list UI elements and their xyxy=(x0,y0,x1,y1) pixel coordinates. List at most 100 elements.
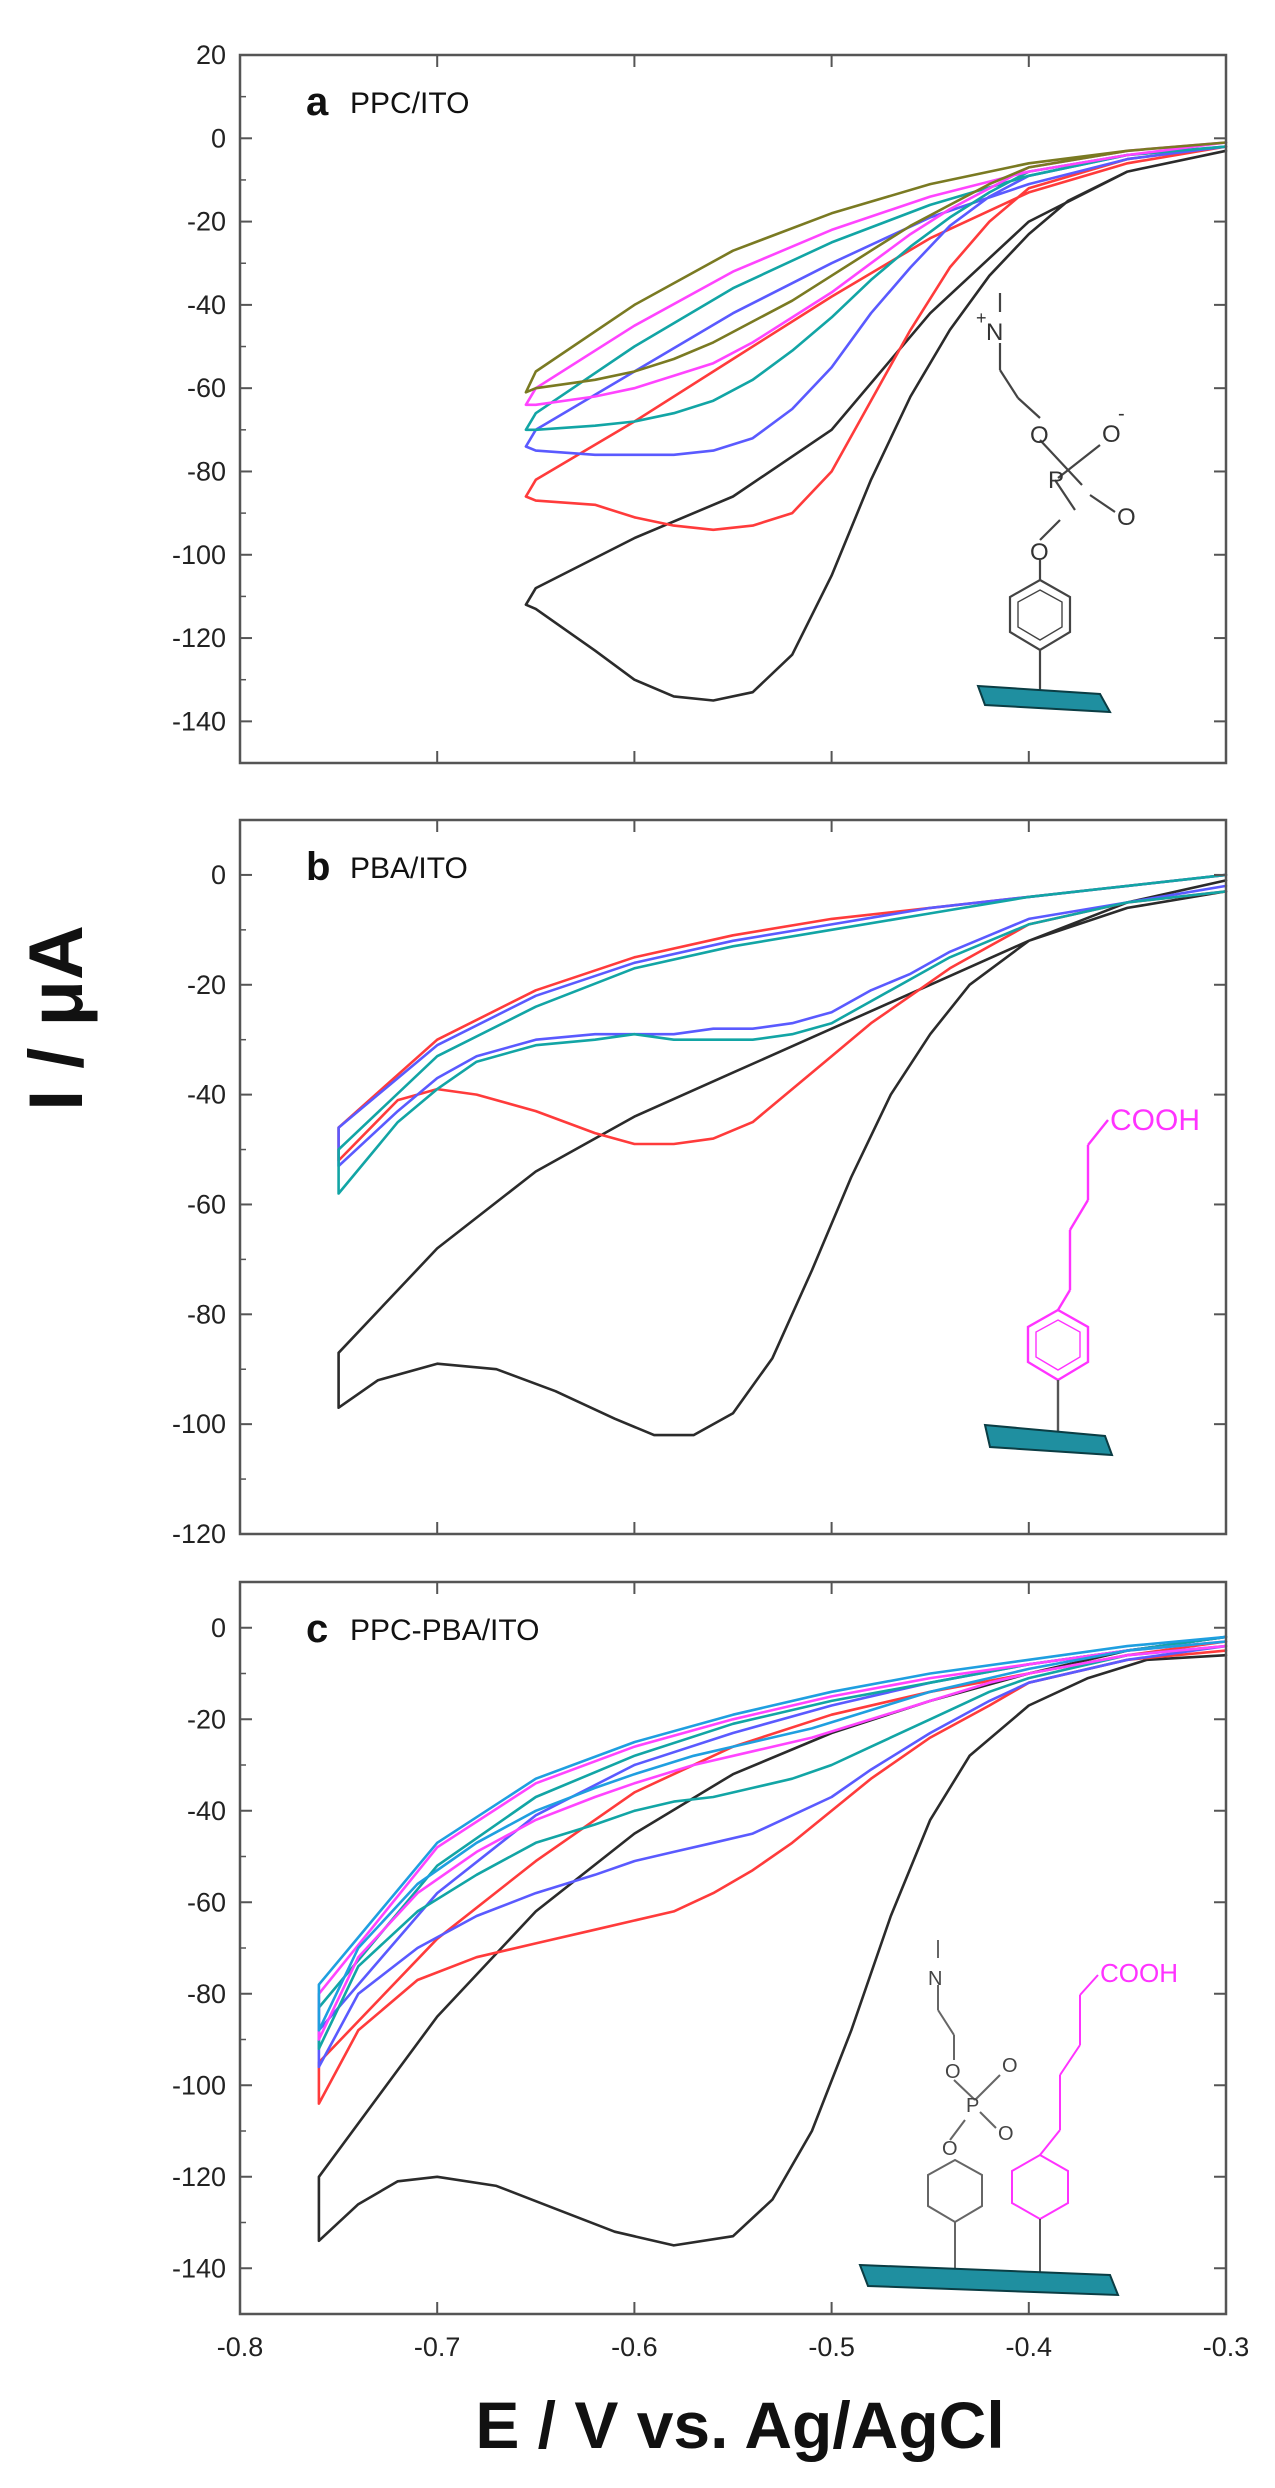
benzene-ring-inner xyxy=(1017,589,1063,641)
plot-frame xyxy=(238,818,1228,1536)
cv-curve-5 xyxy=(524,141,1228,407)
y-tick-label: -60 xyxy=(187,373,226,403)
cv-curve-1 xyxy=(317,1635,1228,2247)
ppc-o-atom: O xyxy=(945,2061,961,2083)
bond xyxy=(974,2074,1001,2101)
y-axis-label: I / μA xyxy=(14,925,99,1111)
ppc-o-atom: O xyxy=(998,2123,1014,2145)
panel-b: 0 -20 -40 -60 -80 -100 -120 b PBA/ITO xyxy=(172,818,1228,1549)
ppc-o-atom: O xyxy=(1030,539,1049,566)
ppc-p-atom: P xyxy=(966,2095,979,2117)
x-tick-label: -0.8 xyxy=(217,2332,264,2362)
x-tick-label: -0.7 xyxy=(414,2332,461,2362)
bond xyxy=(953,2079,976,2101)
chain-bond xyxy=(1056,1289,1072,1311)
ppc-o-atom: O xyxy=(1002,2055,1018,2077)
panel-letter: b xyxy=(306,845,330,889)
panel-letter: a xyxy=(306,80,329,124)
cv-curve-6 xyxy=(524,141,1228,394)
ppc-o-atom: O xyxy=(1117,504,1136,531)
y-tick-label: -140 xyxy=(172,2253,226,2283)
ppc-o-atom: O xyxy=(942,2138,958,2160)
bond xyxy=(1057,444,1101,479)
x-tick-label: -0.3 xyxy=(1203,2332,1250,2362)
cv-curve-3 xyxy=(524,145,1228,457)
ito-surface xyxy=(976,684,1112,714)
ppc-p-atom: P xyxy=(1048,467,1064,494)
cv-curve-6 xyxy=(317,1635,1228,2032)
bond xyxy=(1054,479,1076,511)
cv-curve-1 xyxy=(524,149,1228,702)
cv-curve-2 xyxy=(317,1640,1228,2105)
plot-frame xyxy=(238,53,1228,765)
chain-bond xyxy=(1039,2129,1061,2156)
ppc-pba-structure-illustration: N P O O O O COOH xyxy=(858,1940,1178,2297)
bond xyxy=(937,2009,955,2036)
curves xyxy=(524,141,1228,702)
bond xyxy=(1039,519,1061,541)
benzene-ring-inner xyxy=(1035,1319,1081,1371)
ppc-o-atom: O xyxy=(1102,421,1121,448)
ppc-structure-illustration: N + P O O O O - xyxy=(976,293,1136,714)
panel-title: PPC/ITO xyxy=(350,87,469,120)
chain-bond xyxy=(1068,1199,1090,1231)
x-tick-label: -0.5 xyxy=(808,2332,855,2362)
y-tick-label: -100 xyxy=(172,540,226,570)
bond xyxy=(1039,439,1083,486)
y-tick-label: -60 xyxy=(187,1189,226,1219)
cv-curve-2 xyxy=(337,873,1228,1162)
cv-curve-1 xyxy=(337,879,1228,1437)
bond xyxy=(1089,494,1116,513)
bond xyxy=(979,2111,997,2129)
y-tick-label: -60 xyxy=(187,1887,226,1917)
panel-title: PPC-PBA/ITO xyxy=(350,1614,540,1647)
y-tick-label: -40 xyxy=(187,290,226,320)
y-tick-label: -40 xyxy=(187,1080,226,1110)
bond xyxy=(949,2119,966,2141)
benzene-ring xyxy=(1011,2153,1069,2221)
y-tick-label: -20 xyxy=(187,970,226,1000)
cv-curve-4 xyxy=(317,1635,1228,2050)
curves xyxy=(317,1635,1228,2247)
pba-cooh-label: COOH xyxy=(1110,1104,1200,1137)
cv-curve-5 xyxy=(317,1640,1228,2041)
plot-frame xyxy=(238,1580,1228,2316)
x-tick-label: -0.6 xyxy=(611,2332,658,2362)
bond xyxy=(1017,397,1041,419)
cv-curve-3 xyxy=(337,873,1228,1168)
x-tick-label: -0.4 xyxy=(1006,2332,1053,2362)
y-tick-label: -120 xyxy=(172,623,226,653)
panel-a: 20 0 -20 -40 -60 -80 -100 -120 -140 a PPC/ITO xyxy=(172,40,1228,765)
y-tick-label: -40 xyxy=(187,1796,226,1826)
chain-bond xyxy=(1079,1974,1099,1996)
chain-bond xyxy=(1059,2044,1081,2076)
y-tick-label: -120 xyxy=(172,2162,226,2192)
pba-cooh-label: COOH xyxy=(1100,1958,1178,1988)
panel-title: PBA/ITO xyxy=(350,852,468,885)
y-tick-label: -120 xyxy=(172,1519,226,1549)
cv-curve-4 xyxy=(524,145,1228,432)
y-tick-label: -140 xyxy=(172,706,226,736)
y-tick-label: -100 xyxy=(172,2070,226,2100)
y-tick-label: -80 xyxy=(187,1979,226,2009)
ppc-charge-minus: - xyxy=(1118,403,1125,425)
y-tick-label: -20 xyxy=(187,1704,226,1734)
ppc-charge-plus: + xyxy=(976,308,987,328)
ppc-n-atom: N xyxy=(928,1968,942,1990)
cv-curve-2 xyxy=(524,145,1228,532)
benzene-ring xyxy=(927,2158,983,2224)
y-tick-label: 0 xyxy=(211,860,226,890)
y-tick-label: -20 xyxy=(187,207,226,237)
y-tick-label: 20 xyxy=(196,40,226,70)
ito-surface xyxy=(983,1423,1114,1457)
curves xyxy=(337,873,1228,1437)
ito-surface xyxy=(858,2263,1120,2297)
cv-curve-3 xyxy=(317,1635,1228,2069)
ppc-o-atom: O xyxy=(1030,422,1049,449)
x-axis-label: E / V vs. Ag/AgCl xyxy=(475,2388,1004,2462)
y-tick-label: 0 xyxy=(211,1613,226,1643)
cv-curve-4 xyxy=(337,873,1228,1195)
y-tick-label: -80 xyxy=(187,456,226,486)
pba-structure-illustration: COOH xyxy=(983,1104,1200,1457)
